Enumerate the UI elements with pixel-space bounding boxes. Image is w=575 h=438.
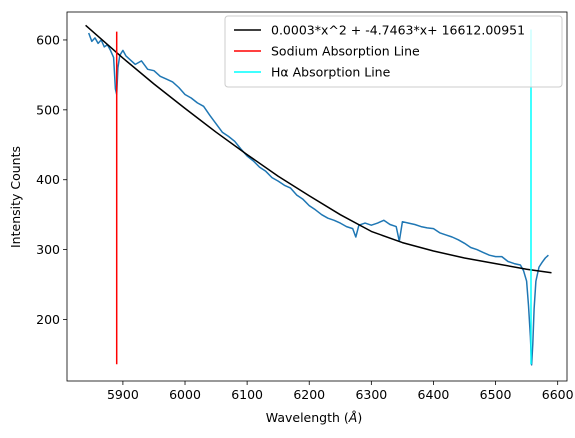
axes-frame — [66, 11, 568, 382]
x-tick-label: 6200 — [293, 387, 325, 402]
x-tick-label: 6300 — [355, 387, 387, 402]
axes-border — [66, 11, 568, 382]
y-tick-label: 200 — [36, 312, 60, 327]
y-tick-label: 600 — [36, 32, 60, 47]
legend-label-halpha: Hα Absorption Line — [271, 65, 391, 80]
series-line-spectrum — [87, 32, 549, 366]
legend: 0.0003*x^2 + -4.7463*x+ 16612.00951 Sodiu… — [224, 15, 563, 88]
x-tick-label: 6400 — [418, 387, 450, 402]
x-tick-label: 5900 — [107, 387, 139, 402]
x-tick-label: 6500 — [480, 387, 512, 402]
legend-label-fit: 0.0003*x^2 + -4.7463*x+ 16612.00951 — [271, 23, 525, 38]
x-axis-label-unit: Å — [348, 410, 358, 425]
y-tick-label: 500 — [36, 102, 60, 117]
x-tick-label: 6000 — [169, 387, 201, 402]
x-tick-label: 6100 — [231, 387, 263, 402]
series-line-fit — [85, 24, 552, 274]
x-axis-label: Wavelength (Å) — [266, 410, 362, 425]
y-axis-label: Intensity Counts — [8, 146, 23, 248]
legend-box — [224, 15, 563, 88]
y-tick-label: 300 — [36, 242, 60, 257]
x-axis-label-text: Wavelength — [266, 410, 340, 425]
x-axis-ticks: 5900 6000 6100 6200 6300 6400 6500 6600 — [107, 381, 574, 402]
x-tick-label: 6600 — [542, 387, 574, 402]
y-tick-label: 400 — [36, 172, 60, 187]
legend-label-sodium: Sodium Absorption Line — [271, 44, 420, 59]
y-axis-ticks: 200 300 400 500 600 — [36, 32, 67, 327]
